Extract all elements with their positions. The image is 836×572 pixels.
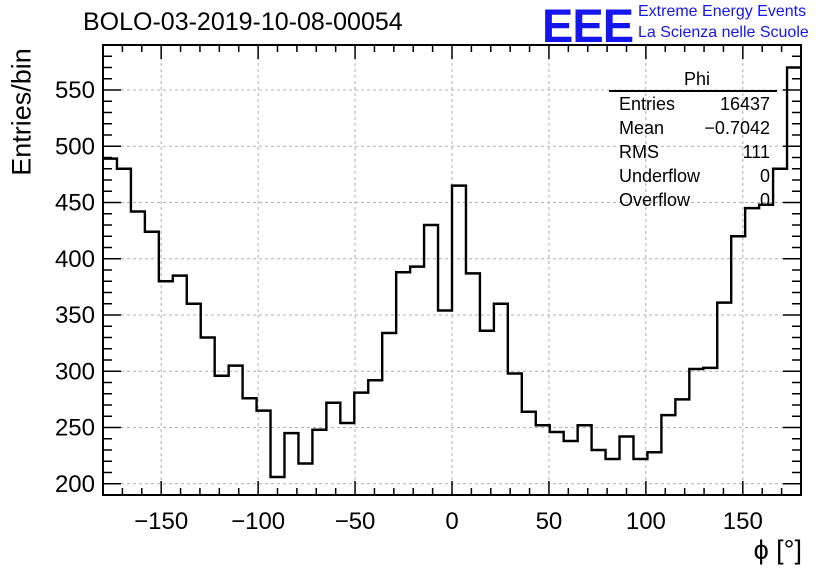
stats-label: Underflow — [619, 166, 701, 186]
stats-row-entries: Entries 16437 — [609, 92, 777, 116]
stats-label: Entries — [619, 94, 676, 114]
x-axis-label: ϕ [°] — [753, 535, 802, 565]
chart-title: BOLO-03-2019-10-08-00054 — [83, 8, 403, 36]
stats-label: Mean — [619, 118, 665, 138]
stats-value: 16437 — [719, 94, 770, 114]
stats-box: Phi Entries 16437 Mean −0.7042 RMS 111 U… — [609, 69, 777, 212]
logo-line-1: Extreme Energy Events — [638, 3, 807, 20]
y-axis-label: Entries/bin — [6, 48, 37, 176]
stats-value: 0 — [759, 190, 770, 210]
stats-row-overflow: Overflow 0 — [609, 188, 777, 212]
y-tick-label: 550 — [55, 77, 95, 104]
x-tick-label: 150 — [723, 508, 763, 535]
x-tick-label: −150 — [134, 508, 188, 535]
histogram-series-line — [103, 66, 801, 479]
stats-row-underflow: Underflow 0 — [609, 164, 777, 188]
eee-logo: EEE — [542, 0, 634, 52]
x-tick-label: 100 — [626, 508, 666, 535]
x-tick-label: −100 — [231, 508, 285, 535]
y-tick-label: 500 — [55, 133, 95, 160]
stats-value: 111 — [742, 142, 770, 162]
stats-label: RMS — [619, 142, 659, 162]
stats-row-mean: Mean −0.7042 — [609, 116, 777, 140]
logo-line-2: La Scienza nelle Scuole — [638, 24, 809, 41]
axis-ticks — [103, 45, 801, 495]
stats-value: 0 — [759, 166, 770, 186]
y-tick-label: 300 — [55, 358, 95, 385]
stats-label: Overflow — [619, 190, 691, 210]
plot-frame — [102, 44, 802, 496]
y-tick-label: 200 — [55, 471, 95, 498]
y-tick-label: 450 — [55, 190, 95, 217]
stats-value: −0.7042 — [704, 118, 770, 138]
stats-box-title: Phi — [609, 69, 777, 92]
stats-row-rms: RMS 111 — [609, 140, 777, 164]
y-tick-label: 250 — [55, 415, 95, 442]
x-tick-label: 50 — [536, 508, 563, 535]
x-tick-label: −50 — [335, 508, 376, 535]
axis-tick-labels: −150 −100 −50 0 50 100 150 200 250 300 350 400 450 50… — [55, 77, 763, 535]
x-tick-label: 0 — [445, 508, 458, 535]
y-tick-label: 350 — [55, 302, 95, 329]
y-tick-label: 400 — [55, 246, 95, 273]
